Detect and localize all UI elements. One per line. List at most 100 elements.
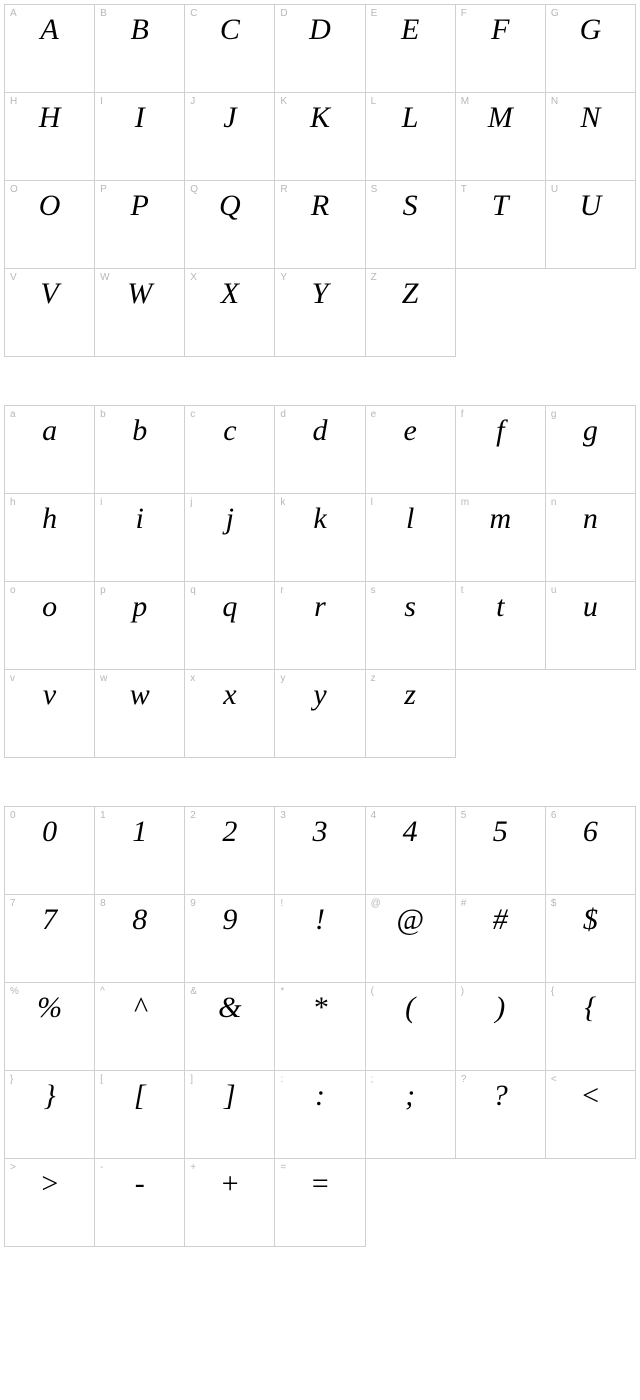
glyph-character: S xyxy=(366,189,455,223)
glyph-character: 1 xyxy=(95,815,184,849)
glyph-cell: yy xyxy=(275,670,365,758)
glyph-cell: VV xyxy=(5,269,95,357)
glyph-character: 6 xyxy=(546,815,635,849)
glyph-character: P xyxy=(95,189,184,223)
glyph-cell: cc xyxy=(185,406,275,494)
glyph-cell: 66 xyxy=(546,807,636,895)
glyph-cell: {{ xyxy=(546,983,636,1071)
glyph-cell: 11 xyxy=(95,807,185,895)
glyph-character: I xyxy=(95,101,184,135)
glyph-character: $ xyxy=(546,903,635,937)
glyph-character: : xyxy=(275,1079,364,1113)
glyph-cell: )) xyxy=(456,983,546,1071)
glyph-character: r xyxy=(275,590,364,624)
glyph-cell: LL xyxy=(366,93,456,181)
glyph-character: M xyxy=(456,101,545,135)
glyph-character: X xyxy=(185,277,274,311)
glyph-cell: vv xyxy=(5,670,95,758)
glyph-character: q xyxy=(185,590,274,624)
glyph-character: @ xyxy=(366,903,455,937)
glyph-character: w xyxy=(95,678,184,712)
glyph-character: # xyxy=(456,903,545,937)
glyph-cell: $$ xyxy=(546,895,636,983)
glyph-cell: 33 xyxy=(275,807,365,895)
glyph-character: T xyxy=(456,189,545,223)
glyph-character: d xyxy=(275,414,364,448)
glyph-cell: -- xyxy=(95,1159,185,1247)
glyph-grid: 00112233445566778899!!@@##$$%%^^&&**(())… xyxy=(4,806,636,1247)
glyph-cell: GG xyxy=(546,5,636,93)
glyph-character: y xyxy=(275,678,364,712)
glyph-cell: 00 xyxy=(5,807,95,895)
glyph-cell: && xyxy=(185,983,275,1071)
glyph-cell: ss xyxy=(366,582,456,670)
glyph-cell: NN xyxy=(546,93,636,181)
glyph-character: 7 xyxy=(5,903,94,937)
glyph-cell: BB xyxy=(95,5,185,93)
glyph-cell: hh xyxy=(5,494,95,582)
glyph-character: u xyxy=(546,590,635,624)
glyph-cell: ff xyxy=(456,406,546,494)
glyph-cell: tt xyxy=(456,582,546,670)
glyph-character: L xyxy=(366,101,455,135)
glyph-cell: ^^ xyxy=(95,983,185,1071)
glyph-character: n xyxy=(546,502,635,536)
glyph-cell: @@ xyxy=(366,895,456,983)
glyph-character: s xyxy=(366,590,455,624)
glyph-character: 3 xyxy=(275,815,364,849)
glyph-cell: >> xyxy=(5,1159,95,1247)
glyph-cell: == xyxy=(275,1159,365,1247)
glyph-cell: JJ xyxy=(185,93,275,181)
glyph-character: o xyxy=(5,590,94,624)
glyph-character: c xyxy=(185,414,274,448)
section-uppercase: AABBCCDDEEFFGGHHIIJJKKLLMMNNOOPPQQRRSSTT… xyxy=(0,0,640,361)
glyph-character: W xyxy=(95,277,184,311)
glyph-character: v xyxy=(5,678,94,712)
glyph-cell: ZZ xyxy=(366,269,456,357)
glyph-character: x xyxy=(185,678,274,712)
glyph-cell: ii xyxy=(95,494,185,582)
glyph-cell: ]] xyxy=(185,1071,275,1159)
glyph-character: 4 xyxy=(366,815,455,849)
glyph-character: i xyxy=(95,502,184,536)
glyph-cell: ;; xyxy=(366,1071,456,1159)
glyph-cell: CC xyxy=(185,5,275,93)
glyph-character: [ xyxy=(95,1079,184,1113)
glyph-character: ( xyxy=(366,991,455,1025)
glyph-character: Y xyxy=(275,277,364,311)
glyph-character: } xyxy=(5,1079,94,1113)
glyph-character: 9 xyxy=(185,903,274,937)
glyph-cell: [[ xyxy=(95,1071,185,1159)
glyph-character: ^ xyxy=(95,991,184,1025)
glyph-character: J xyxy=(185,101,274,135)
glyph-character: * xyxy=(275,991,364,1025)
glyph-cell: << xyxy=(546,1071,636,1159)
glyph-cell: uu xyxy=(546,582,636,670)
glyph-cell: HH xyxy=(5,93,95,181)
glyph-character: R xyxy=(275,189,364,223)
glyph-cell: PP xyxy=(95,181,185,269)
glyph-cell: OO xyxy=(5,181,95,269)
glyph-cell: kk xyxy=(275,494,365,582)
glyph-cell: FF xyxy=(456,5,546,93)
section-numbers-symbols: 00112233445566778899!!@@##$$%%^^&&**(())… xyxy=(0,802,640,1251)
glyph-character: ; xyxy=(366,1079,455,1113)
glyph-character: ) xyxy=(456,991,545,1025)
glyph-cell: QQ xyxy=(185,181,275,269)
glyph-cell: ## xyxy=(456,895,546,983)
glyph-cell: pp xyxy=(95,582,185,670)
glyph-cell: TT xyxy=(456,181,546,269)
glyph-character: G xyxy=(546,13,635,47)
glyph-character: N xyxy=(546,101,635,135)
glyph-character: ? xyxy=(456,1079,545,1113)
glyph-character: U xyxy=(546,189,635,223)
glyph-cell: ww xyxy=(95,670,185,758)
glyph-character: + xyxy=(185,1167,274,1201)
glyph-character: < xyxy=(546,1079,635,1113)
glyph-character: b xyxy=(95,414,184,448)
glyph-character: Z xyxy=(366,277,455,311)
glyph-grid: aabbccddeeffgghhiijjkkllmmnnooppqqrrsstt… xyxy=(4,405,636,758)
glyph-character: = xyxy=(275,1167,364,1201)
glyph-cell: }} xyxy=(5,1071,95,1159)
glyph-character: z xyxy=(366,678,455,712)
